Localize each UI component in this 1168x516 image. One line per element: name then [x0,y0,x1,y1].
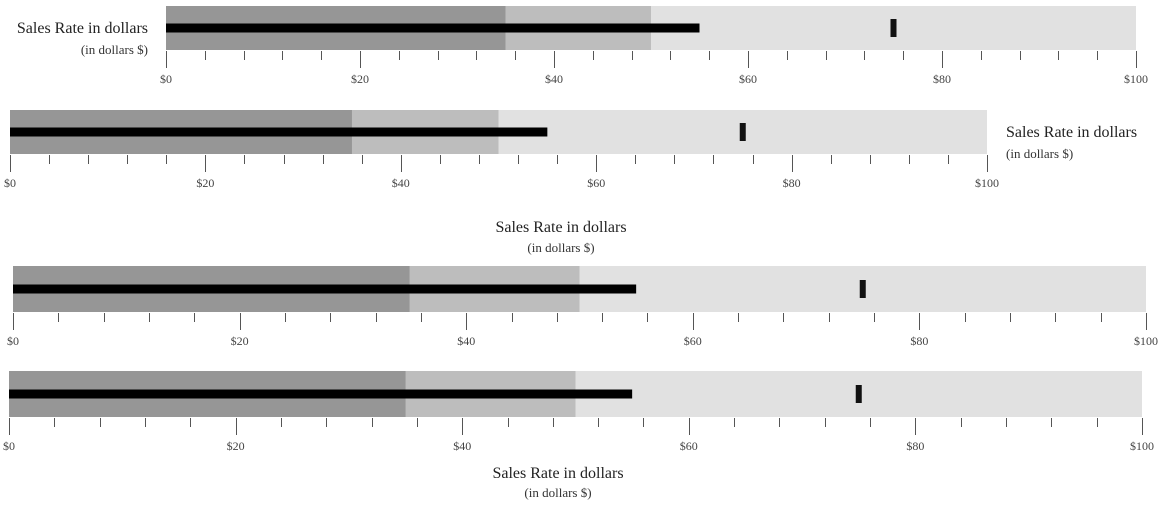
tick-label: $80 [933,72,951,86]
chart-title: Sales Rate in dollars [17,20,148,37]
tick-label: $100 [975,176,999,190]
tick-label: $0 [4,176,16,190]
tick-label: $20 [196,176,214,190]
tick-label: $20 [231,334,249,348]
chart-subtitle: (in dollars $) [1006,146,1073,161]
tick-label: $100 [1130,439,1154,453]
chart-title: Sales Rate in dollars [1006,124,1137,141]
marker-line [739,123,746,141]
tick-label: $80 [783,176,801,190]
chart-subtitle: (in dollars $) [527,240,594,255]
marker-line [859,280,866,298]
tick-label: $60 [680,439,698,453]
chart-title: Sales Rate in dollars [495,219,626,236]
bullet-chart-2: $0 $20 $40 $60 $80 $100 Sales Rate in dollars (… [4,110,1137,190]
tick-label: $0 [7,334,19,348]
tick-label: $60 [587,176,605,190]
measure-bar [10,127,548,137]
tick-label: $40 [457,334,475,348]
tick-label: $100 [1134,334,1158,348]
bullet-chart-1: $0 $20 $40 $60 $80 $100 Sales Rate in dollars (… [17,6,1148,86]
tick-label: $40 [453,439,471,453]
tick-label: $0 [160,72,172,86]
bullet-chart-4: $0 $20 $40 $60 $80 $100 Sales Rate in dollars (… [3,371,1154,500]
tick-label: $0 [3,439,15,453]
tick-label: $60 [739,72,757,86]
tick-label: $80 [906,439,924,453]
measure-bar [166,23,700,33]
tick-label: $20 [227,439,245,453]
chart-subtitle: (in dollars $) [524,485,591,500]
marker-line [855,385,862,403]
bullet-chart-3: $0 $20 $40 $60 $80 $100 Sales Rate in dollars (… [7,219,1158,348]
chart-subtitle: (in dollars $) [81,42,148,57]
tick-label: $80 [910,334,928,348]
tick-label: $100 [1124,72,1148,86]
marker-line [890,19,897,37]
measure-bar [13,284,637,294]
chart-title: Sales Rate in dollars [492,465,623,482]
tick-label: $40 [545,72,563,86]
tick-label: $40 [392,176,410,190]
tick-label: $60 [684,334,702,348]
tick-label: $20 [351,72,369,86]
measure-bar [9,389,633,399]
